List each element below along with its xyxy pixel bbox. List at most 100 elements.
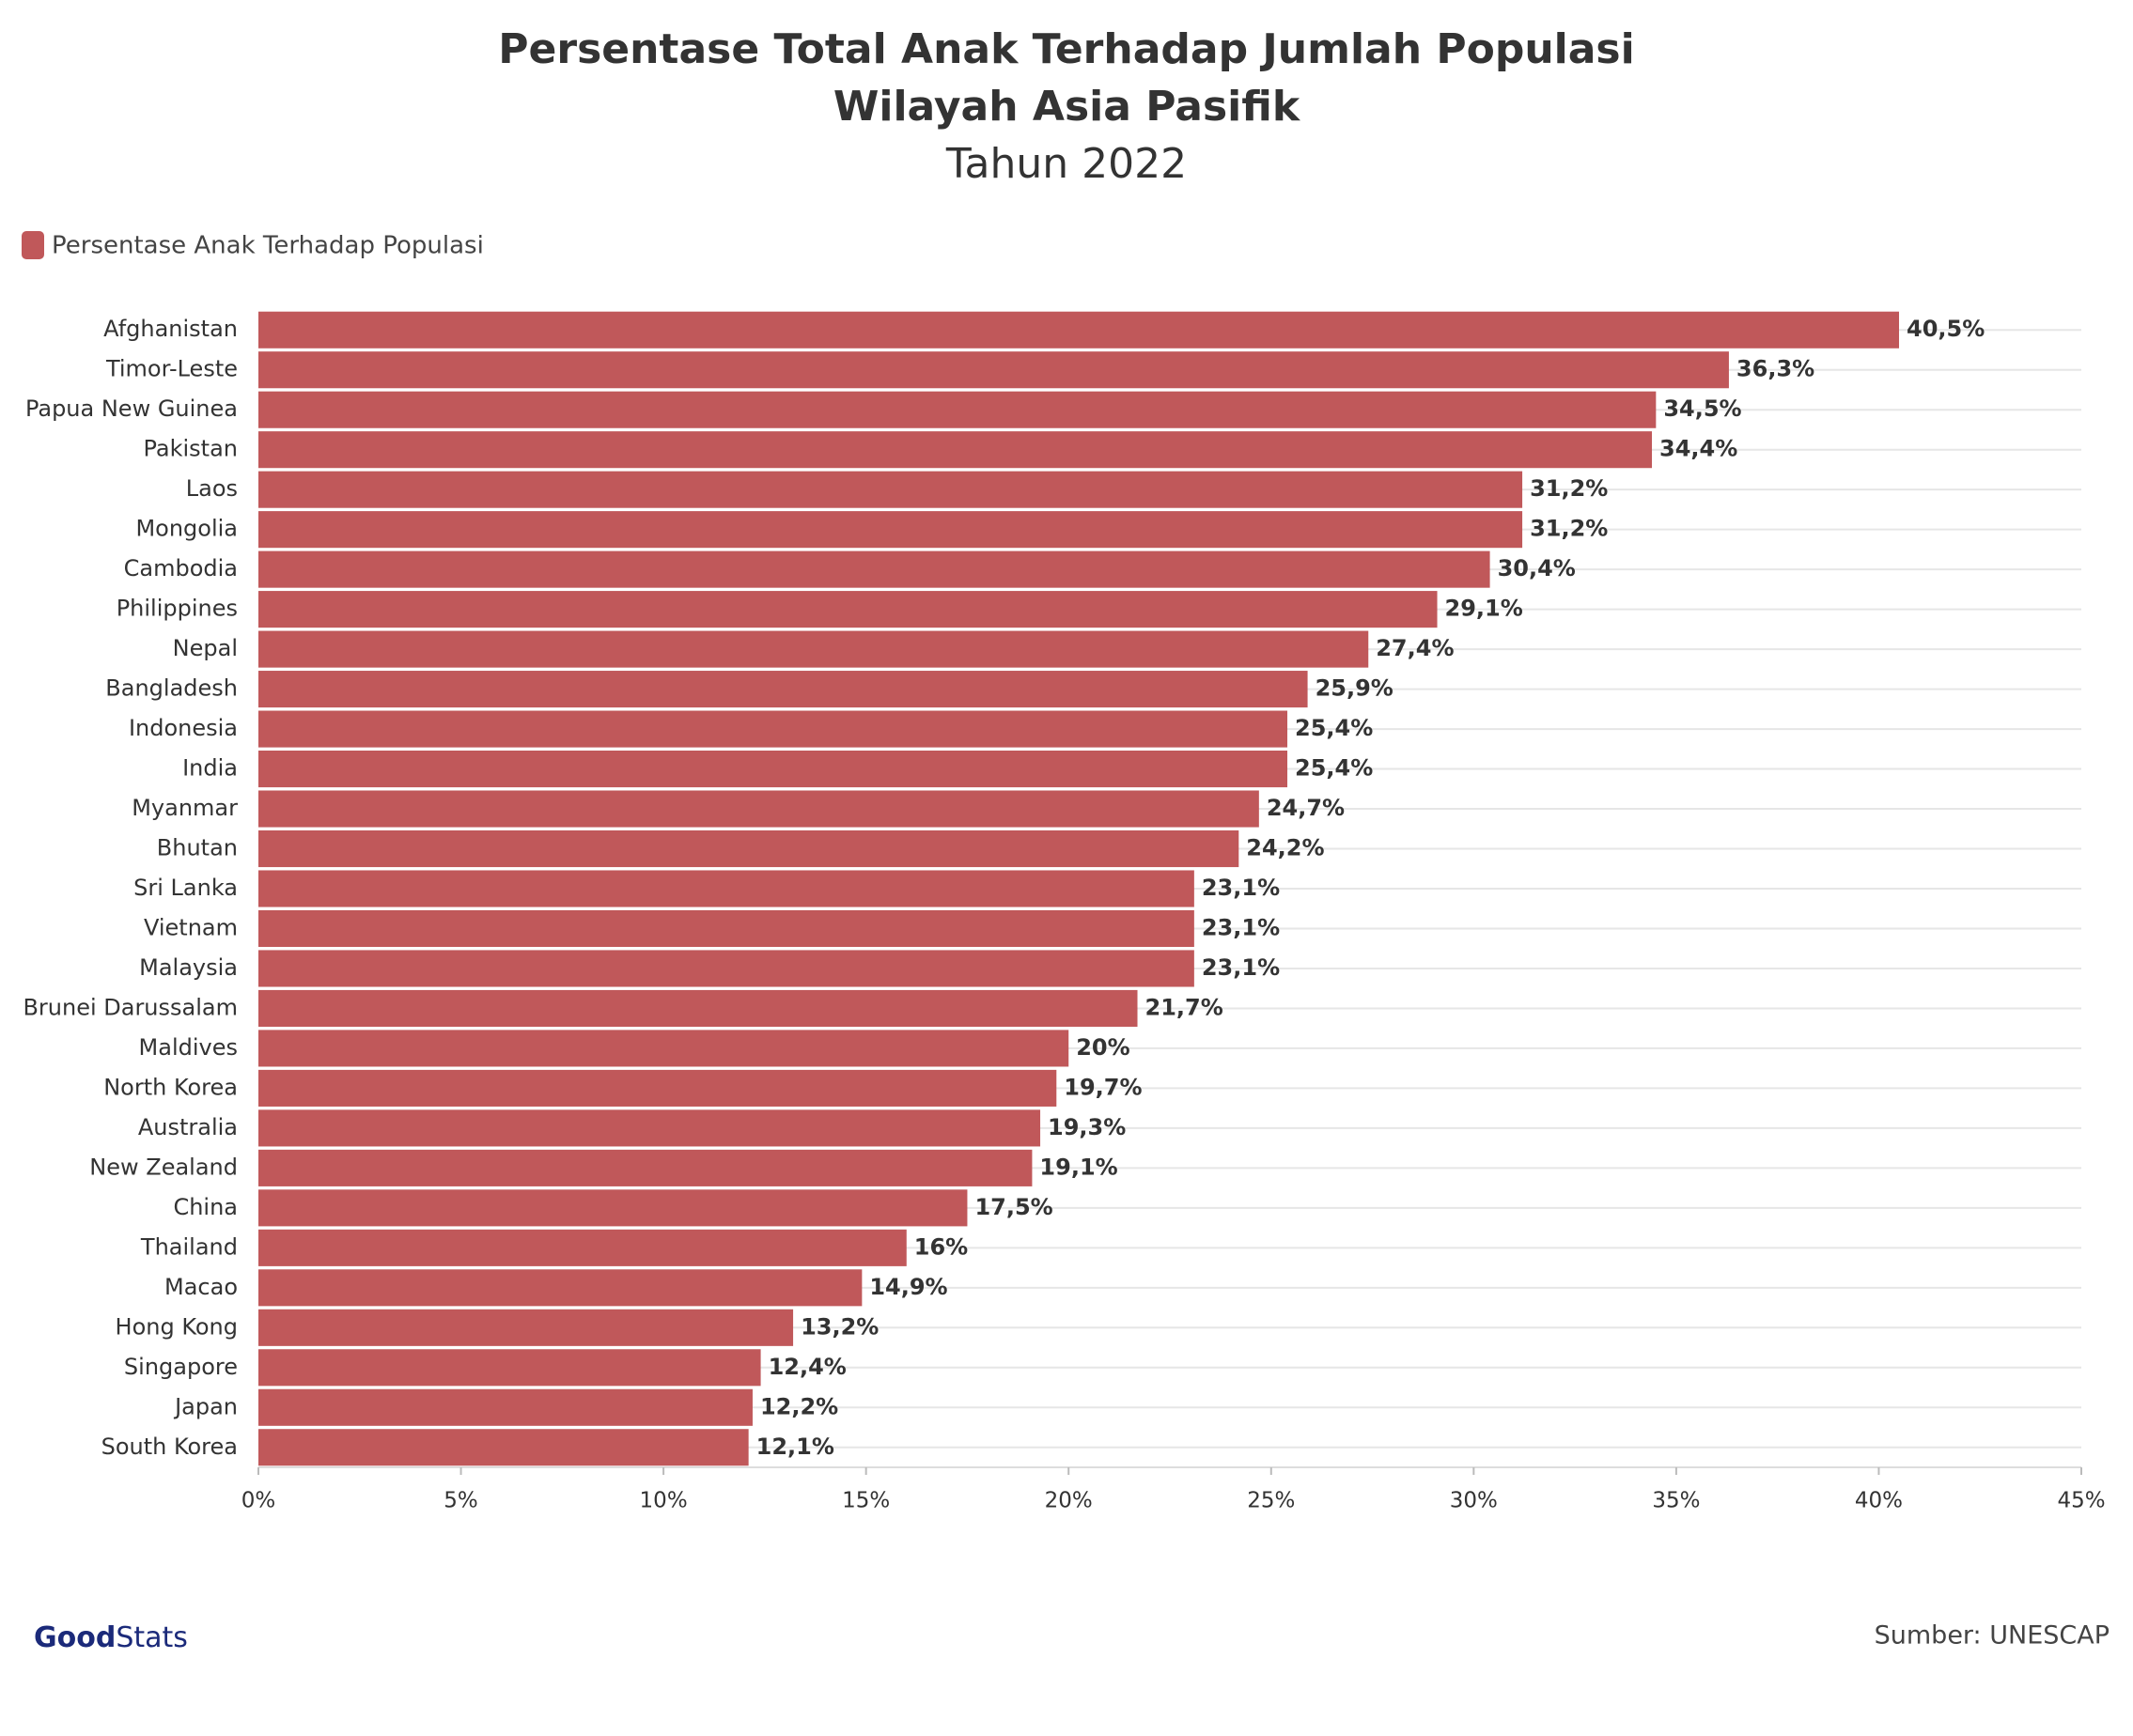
y-tick-label: Australia: [138, 1114, 238, 1140]
bar: [258, 591, 1438, 628]
x-tick-label: 35%: [1652, 1489, 1700, 1513]
bar: [258, 1429, 749, 1466]
value-label: 20%: [1076, 1034, 1129, 1061]
x-tick-label: 25%: [1247, 1489, 1295, 1513]
value-label: 36,3%: [1736, 356, 1814, 382]
value-label: 25,4%: [1295, 755, 1373, 782]
x-tick-label: 45%: [2057, 1489, 2105, 1513]
logo: GoodStats: [34, 1621, 188, 1654]
bar: [258, 909, 1194, 948]
y-tick-label: Vietnam: [144, 914, 238, 940]
y-tick-label: Afghanistan: [103, 316, 238, 342]
bar: [258, 710, 1288, 748]
y-tick-label: Timor-Leste: [105, 356, 238, 382]
chart-title: Wilayah Asia Pasifik: [833, 83, 1301, 131]
value-label: 12,4%: [769, 1354, 847, 1380]
y-tick-label: Maldives: [139, 1034, 238, 1061]
y-tick-label: Bhutan: [157, 835, 238, 861]
y-tick-label: Nepal: [173, 635, 238, 661]
value-label: 13,2%: [801, 1313, 879, 1340]
chart-title: Persentase Total Anak Terhadap Jumlah Po…: [498, 25, 1634, 73]
y-tick-label: Myanmar: [132, 795, 238, 821]
y-tick-label: Pakistan: [144, 436, 239, 462]
value-label: 12,2%: [760, 1393, 838, 1419]
bar: [258, 391, 1657, 428]
value-label: 23,1%: [1202, 875, 1280, 901]
y-tick-label: Bangladesh: [105, 675, 238, 702]
y-tick-label: Philippines: [117, 596, 238, 622]
y-tick-label: Hong Kong: [116, 1313, 238, 1340]
value-label: 27,4%: [1376, 635, 1454, 661]
y-tick-label: Laos: [186, 475, 238, 502]
bar: [258, 351, 1729, 389]
bar: [258, 431, 1653, 469]
logo-part: Good: [34, 1621, 116, 1654]
x-tick-label: 30%: [1450, 1489, 1498, 1513]
y-tick-label: Sri Lanka: [133, 875, 238, 901]
bar: [258, 1030, 1069, 1067]
bar: [258, 1109, 1041, 1147]
chart-subtitle: Tahun 2022: [945, 140, 1187, 188]
value-label: 29,1%: [1445, 596, 1523, 622]
x-tick-label: 5%: [444, 1489, 478, 1513]
value-label: 31,2%: [1530, 516, 1608, 542]
value-label: 30,4%: [1498, 555, 1576, 581]
x-tick-label: 40%: [1855, 1489, 1903, 1513]
value-label: 40,5%: [1907, 316, 1985, 342]
x-tick-label: 15%: [842, 1489, 890, 1513]
y-tick-label: New Zealand: [89, 1154, 238, 1180]
value-label: 23,1%: [1202, 954, 1280, 981]
source: Sumber: UNESCAP: [1875, 1621, 2110, 1651]
value-label: 24,7%: [1267, 795, 1345, 821]
y-tick-label: Indonesia: [129, 715, 238, 741]
y-tick-label: Thailand: [140, 1233, 238, 1260]
value-label: 34,5%: [1663, 395, 1741, 422]
x-tick-label: 0%: [241, 1489, 276, 1513]
bar: [258, 1069, 1057, 1107]
legend-label: Persentase Anak Terhadap Populasi: [52, 232, 484, 260]
y-tick-label: North Korea: [103, 1074, 238, 1100]
bar: [258, 1229, 907, 1266]
logo-part: Stats: [116, 1621, 188, 1654]
y-tick-label: South Korea: [101, 1434, 238, 1460]
y-tick-label: China: [173, 1194, 238, 1220]
bar: [258, 1349, 761, 1387]
plot-area: 0% 5% 10% 15% 20% 25% 30% 35% 40% 45% Afghanistan 4…: [23, 311, 2106, 1513]
bar: [258, 671, 1308, 708]
value-label: 34,4%: [1659, 436, 1737, 462]
bar: [258, 1189, 968, 1227]
bar: [258, 630, 1369, 668]
x-tick-label: 20%: [1045, 1489, 1093, 1513]
value-label: 12,1%: [756, 1434, 834, 1460]
value-label: 14,9%: [869, 1274, 947, 1300]
bar: [258, 790, 1259, 828]
value-label: 31,2%: [1530, 475, 1608, 502]
bar: [258, 1388, 753, 1426]
y-tick-label: Cambodia: [124, 555, 238, 581]
bar: [258, 829, 1239, 868]
bar: [258, 311, 1899, 349]
value-label: 23,1%: [1202, 914, 1280, 940]
bar: [258, 1309, 794, 1346]
y-tick-label: Singapore: [124, 1354, 238, 1380]
value-label: 19,3%: [1048, 1114, 1126, 1140]
value-label: 24,2%: [1246, 835, 1324, 861]
bar: [258, 511, 1523, 549]
y-tick-label: Brunei Darussalam: [23, 994, 238, 1020]
y-tick-label: Japan: [173, 1393, 238, 1419]
bar: [258, 1149, 1033, 1186]
bar: [258, 1269, 863, 1307]
value-label: 19,1%: [1039, 1154, 1117, 1180]
value-label: 16%: [914, 1233, 968, 1260]
y-tick-label: Mongolia: [135, 516, 238, 542]
x-tick-label: 10%: [640, 1489, 688, 1513]
bar: [258, 870, 1194, 907]
bar: [258, 950, 1194, 987]
bar: [258, 751, 1288, 788]
bar: [258, 471, 1523, 508]
bar: [258, 550, 1490, 588]
value-label: 25,9%: [1316, 675, 1393, 702]
value-label: 21,7%: [1145, 994, 1223, 1020]
bar: [258, 989, 1138, 1027]
